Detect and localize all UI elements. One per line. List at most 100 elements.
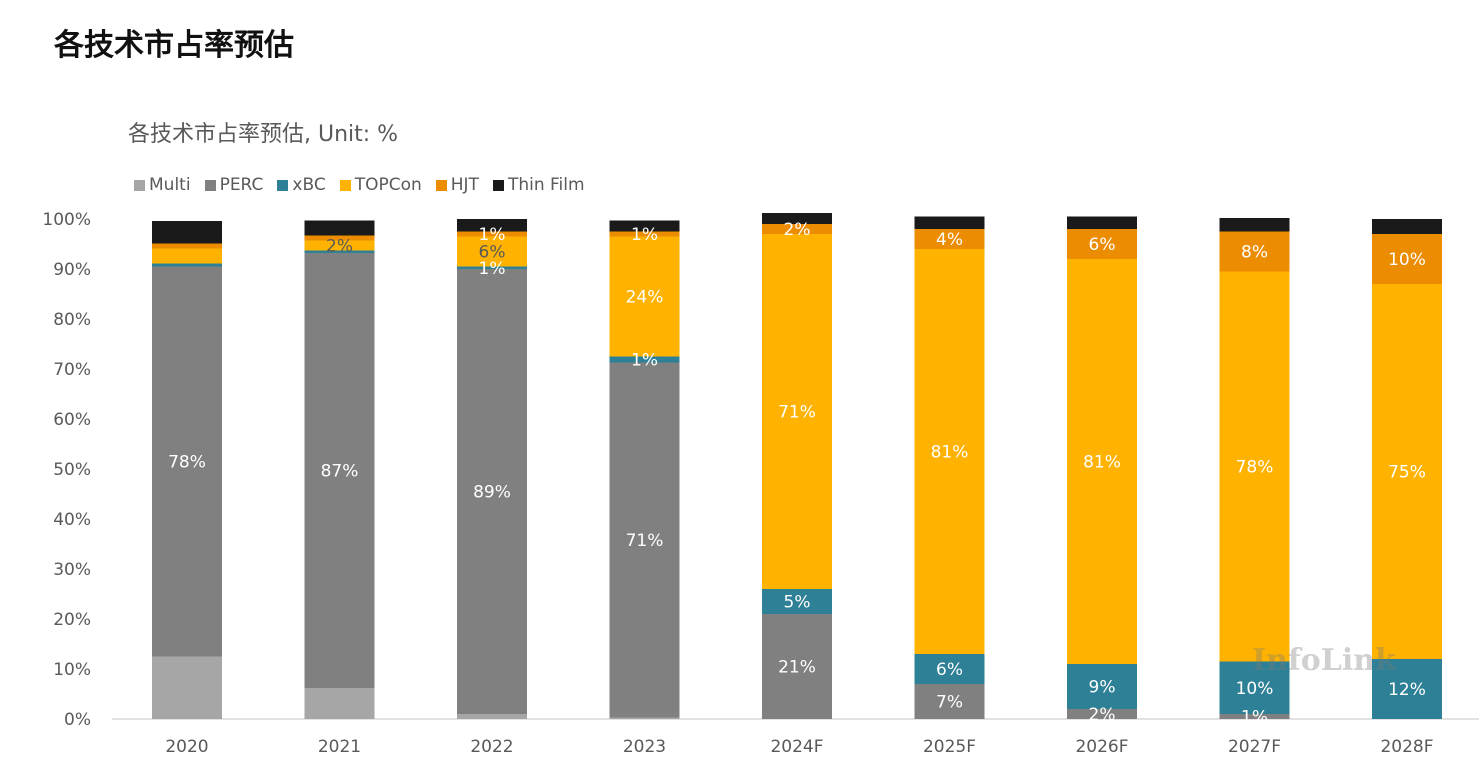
bar-segment-hjt <box>914 229 985 249</box>
legend-label: Multi <box>149 175 191 195</box>
data-label: 5% <box>784 593 811 613</box>
data-label: 1% <box>479 259 506 279</box>
page-title: 各技术市占率预估 <box>54 28 294 63</box>
data-label: 10% <box>1236 679 1274 699</box>
bar-segment-hjt <box>457 231 527 237</box>
legend-swatch <box>134 179 145 191</box>
x-tick-label: 2023 <box>623 737 666 757</box>
bar-segment-hjt <box>1067 229 1137 259</box>
data-label: 2% <box>326 237 353 257</box>
x-tick-label: 2021 <box>318 737 361 757</box>
bar-segment-topcon <box>1219 271 1290 662</box>
legend-item: xBC <box>277 175 326 195</box>
data-label: 75% <box>1388 463 1426 483</box>
x-tick-label: 2022 <box>470 737 513 757</box>
data-label: 1% <box>631 225 658 245</box>
legend-label: TOPCon <box>354 175 422 195</box>
bar-segment-thin-film <box>1067 216 1137 229</box>
bar-segment-xbc <box>1219 661 1290 714</box>
bar-segment-topcon <box>1067 259 1137 664</box>
bar-segment-hjt <box>1219 231 1290 272</box>
bar-segment-perc <box>762 614 832 719</box>
bar-segment-perc <box>304 253 375 688</box>
bar-segment-hjt <box>762 224 832 234</box>
bar-segment-hjt <box>1372 234 1442 284</box>
legend-label: xBC <box>292 175 326 195</box>
data-label: 6% <box>1089 235 1116 255</box>
bar-segment-hjt <box>609 231 680 237</box>
data-label: 21% <box>778 658 816 678</box>
legend-item: Multi <box>134 175 191 195</box>
data-label: 6% <box>936 660 963 680</box>
bar-segment-multi <box>304 688 375 719</box>
y-tick-label: 50% <box>53 460 91 480</box>
legend: Multi PERC xBC TOPCon HJT Thin Film <box>134 175 585 195</box>
data-label: 8% <box>1241 243 1268 263</box>
data-label: 12% <box>1388 680 1426 700</box>
bar-segment-xbc <box>1067 664 1137 709</box>
x-tick-label: 2028F <box>1380 737 1433 757</box>
bar-segment-hjt <box>152 243 222 249</box>
bar-segment-thin-film <box>609 220 680 232</box>
data-label: 7% <box>936 693 963 713</box>
y-tick-label: 70% <box>53 360 91 380</box>
legend-swatch <box>204 179 216 191</box>
data-label: 2% <box>784 220 811 240</box>
x-tick-label: 2025F <box>923 737 976 757</box>
legend-swatch <box>277 179 289 191</box>
bar-segment-thin-film <box>1219 218 1290 232</box>
chart-title: 各技术市占率预估, Unit: % <box>128 122 399 147</box>
data-label: 4% <box>936 230 963 250</box>
bar-segment-perc <box>1067 709 1137 719</box>
bar-segment-perc <box>152 266 222 657</box>
bar-segment-perc <box>457 269 527 714</box>
data-label: 2% <box>1089 705 1116 725</box>
bar-segment-multi <box>152 656 222 719</box>
x-tick-label: 2026F <box>1075 737 1128 757</box>
bar-segment-topcon <box>609 236 680 357</box>
legend-item: TOPCon <box>339 175 422 195</box>
data-label: 81% <box>1083 453 1121 473</box>
bar-segment-xbc <box>914 654 985 684</box>
data-label: 71% <box>778 403 816 423</box>
bar-segment-thin-film <box>762 213 832 224</box>
x-tick-label: 2024F <box>770 737 823 757</box>
bar-segment-xbc <box>1372 659 1442 719</box>
x-tick-label: 2020 <box>165 737 208 757</box>
legend-item: PERC <box>204 175 264 195</box>
legend-swatch <box>435 179 447 191</box>
infolink-watermark: InfoLink <box>1252 643 1396 678</box>
data-label: 78% <box>1236 458 1274 478</box>
bar-segment-perc <box>914 684 985 719</box>
y-tick-label: 20% <box>53 610 91 630</box>
bar-segment-thin-film <box>914 216 985 229</box>
legend-label: Thin Film <box>507 175 585 195</box>
bar-segment-topcon <box>304 240 375 251</box>
data-label: 81% <box>931 443 969 463</box>
bar-segment-xbc <box>304 250 375 253</box>
y-tick-label: 60% <box>53 410 91 430</box>
bar-segment-thin-film <box>457 219 527 232</box>
bar-segment-perc <box>609 362 680 718</box>
bar-segment-topcon <box>762 234 832 589</box>
y-tick-label: 80% <box>53 310 91 330</box>
legend-swatch <box>339 179 351 191</box>
data-label: 89% <box>473 483 511 503</box>
bar-segment-thin-film <box>152 221 222 244</box>
data-label: 6% <box>479 243 506 263</box>
bar-segment-multi <box>457 714 527 719</box>
legend-item: HJT <box>435 175 479 195</box>
bar-segment-thin-film <box>1372 219 1442 234</box>
bar-segment-topcon <box>457 236 527 267</box>
data-label: 10% <box>1388 250 1426 270</box>
bar-segment-topcon <box>152 248 222 264</box>
x-tick-label: 2027F <box>1228 737 1281 757</box>
legend-swatch <box>492 179 504 191</box>
legend-label: HJT <box>450 175 479 195</box>
data-label: 78% <box>168 453 206 473</box>
bar-segment-topcon <box>1372 284 1442 659</box>
legend-label: PERC <box>219 175 264 195</box>
y-tick-label: 100% <box>42 210 91 230</box>
bar-segment-multi <box>609 717 680 719</box>
